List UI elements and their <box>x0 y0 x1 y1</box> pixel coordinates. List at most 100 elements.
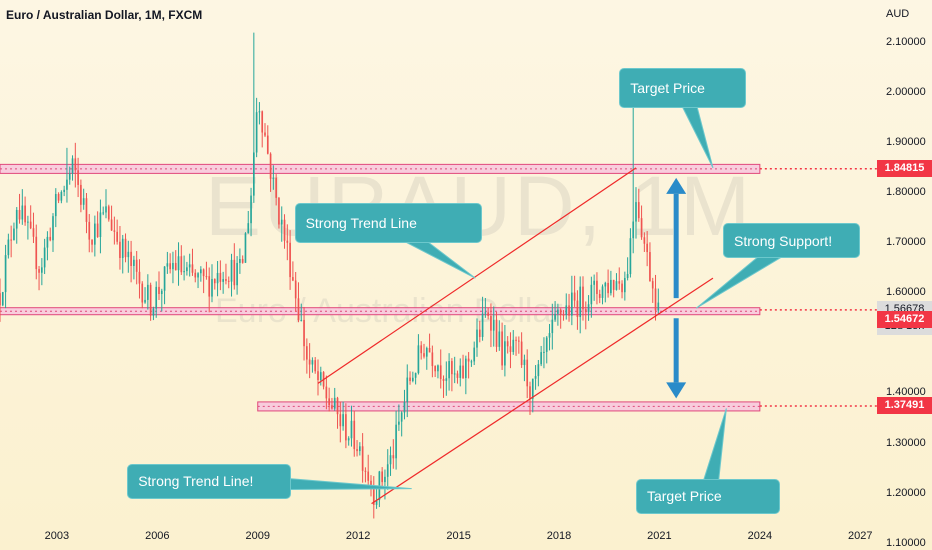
candle-body <box>149 284 152 316</box>
candle-body <box>431 352 434 367</box>
candle-body <box>657 302 660 311</box>
candle-body <box>456 373 459 378</box>
candle-body <box>451 361 453 375</box>
candle-body <box>169 263 171 270</box>
candle-body <box>353 420 356 450</box>
candle-body <box>559 309 562 315</box>
candle-body <box>35 236 38 270</box>
candle-body <box>604 282 607 287</box>
candle-body <box>27 221 29 223</box>
candle-body <box>445 378 448 381</box>
candle-body <box>557 309 559 314</box>
candle-body <box>121 238 124 258</box>
x-tick-label: 2003 <box>44 530 70 542</box>
candle-body <box>186 267 188 272</box>
candle-body <box>517 340 520 342</box>
candle-body <box>18 209 21 220</box>
callout-box-5[interactable]: Target Price <box>635 478 780 514</box>
candle-body <box>621 283 623 293</box>
callout-box-1[interactable]: Target Price <box>619 67 747 108</box>
candle-body <box>384 476 386 483</box>
candle-body <box>623 278 626 293</box>
candle-body <box>244 233 247 263</box>
candle-body <box>283 219 286 241</box>
candle-body <box>646 243 648 253</box>
candle-body <box>202 269 205 277</box>
candle-body <box>434 366 436 372</box>
candle-body <box>258 111 261 113</box>
candle-body <box>110 219 113 231</box>
candle-body <box>311 360 314 365</box>
candle-body <box>439 365 442 379</box>
candle-body <box>481 313 484 337</box>
candle-body <box>464 358 467 379</box>
candle-body <box>99 212 102 238</box>
candle-body <box>587 304 590 313</box>
x-tick-label: 2021 <box>647 530 672 542</box>
price-tag-5: 1.37491 <box>877 397 932 415</box>
candle-body <box>420 345 423 354</box>
candle-body <box>643 237 646 244</box>
zone-2 <box>0 307 761 316</box>
y-tick-label: 1.80000 <box>886 185 926 198</box>
candle-body <box>54 194 57 217</box>
x-tick-label: 2006 <box>145 530 170 542</box>
candle-body <box>328 398 330 406</box>
candle-body <box>130 251 132 266</box>
arrows-layer <box>666 177 687 399</box>
candle-body <box>155 286 158 309</box>
candle-body <box>88 221 91 240</box>
candle-body <box>584 309 587 313</box>
zones-layer <box>0 163 761 412</box>
candle-body <box>253 152 255 196</box>
candle-body <box>325 386 328 399</box>
candle-body <box>308 359 311 365</box>
candle-body <box>4 255 7 293</box>
callout-box-4[interactable]: Strong Trend Line! <box>127 463 292 499</box>
candle-body <box>356 449 358 452</box>
candle-body <box>565 305 568 315</box>
candle-body <box>462 365 464 379</box>
candle-body <box>579 286 582 318</box>
candle-body <box>261 111 264 133</box>
candle-body <box>459 365 462 378</box>
candle-body <box>381 471 383 483</box>
candle-body <box>194 272 197 278</box>
trend-line-2 <box>371 277 714 505</box>
candle-body <box>632 221 635 239</box>
candle-body <box>10 239 12 241</box>
candle-body <box>626 274 629 279</box>
candle-body <box>63 189 65 192</box>
candle-body <box>41 267 43 273</box>
candle-body <box>94 223 96 245</box>
candle-body <box>331 405 333 409</box>
price-lines-layer <box>759 168 877 407</box>
candle-body <box>233 259 236 286</box>
candle-body <box>300 319 303 321</box>
candle-body <box>364 470 367 472</box>
candle-body <box>607 282 609 294</box>
callout-box-2[interactable]: Strong Trend Line <box>294 202 482 244</box>
callout-box-3[interactable]: Strong Support! <box>723 223 861 259</box>
candle-body <box>423 353 425 357</box>
candle-body <box>512 339 515 352</box>
candle-body <box>392 455 395 459</box>
candle-body <box>29 221 32 229</box>
candle-body <box>289 242 291 278</box>
candle-body <box>345 414 347 441</box>
candle-body <box>24 205 26 223</box>
candle-body <box>470 361 473 363</box>
candle-body <box>570 292 573 316</box>
candle-body <box>448 361 450 379</box>
candle-body <box>612 279 615 290</box>
candle-body <box>403 402 406 413</box>
candle-body <box>38 269 40 273</box>
candle-body <box>138 271 141 284</box>
candle-body <box>46 236 49 248</box>
y-tick-label: 1.30000 <box>886 436 926 449</box>
candle-body <box>400 412 403 422</box>
candle-body <box>501 331 503 366</box>
candle-body <box>43 247 46 268</box>
candle-body <box>264 132 266 136</box>
